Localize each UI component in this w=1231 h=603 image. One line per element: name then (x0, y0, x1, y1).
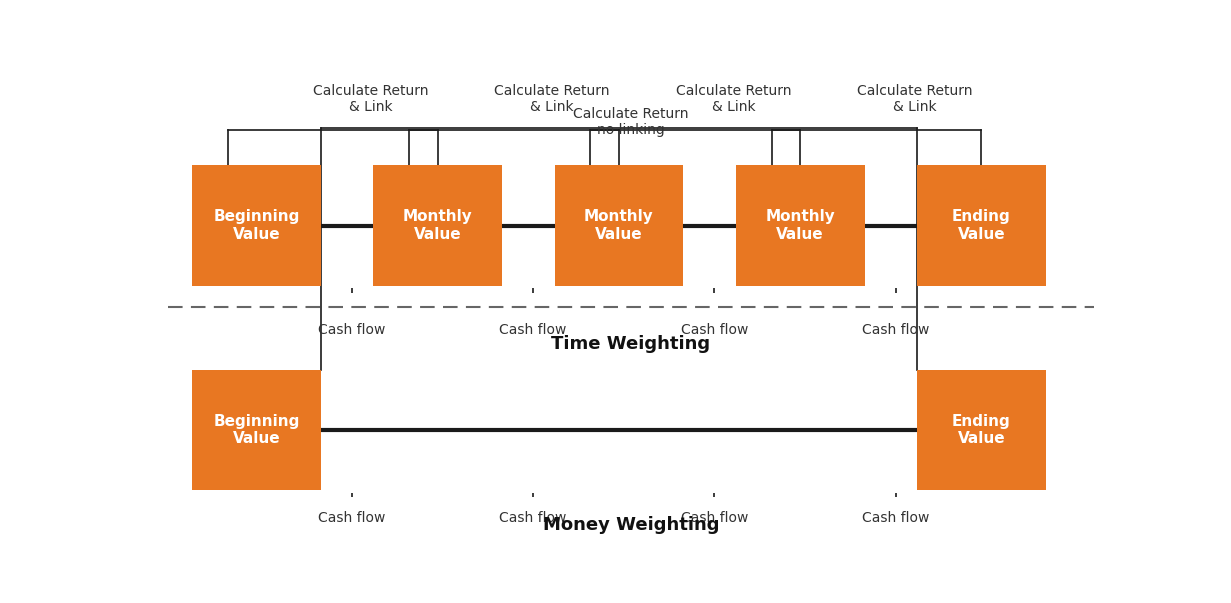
Text: Calculate Return
& Link: Calculate Return & Link (313, 84, 428, 114)
Bar (917, 165, 1046, 286)
Text: Monthly
Value: Monthly Value (403, 209, 473, 242)
Text: Cash flow: Cash flow (500, 323, 566, 337)
Text: Cash flow: Cash flow (681, 323, 748, 337)
Text: Cash flow: Cash flow (862, 511, 929, 525)
Text: Ending
Value: Ending Value (952, 414, 1011, 446)
Text: Calculate Return
& Link: Calculate Return & Link (857, 84, 972, 114)
Text: Cash flow: Cash flow (681, 511, 748, 525)
Bar (736, 165, 864, 286)
Bar (554, 165, 683, 286)
Text: Calculate Return
& Link: Calculate Return & Link (676, 84, 792, 114)
Text: Cash flow: Cash flow (318, 323, 385, 337)
Text: Ending
Value: Ending Value (952, 209, 1011, 242)
Text: Cash flow: Cash flow (318, 511, 385, 525)
Text: Money Weighting: Money Weighting (543, 516, 719, 534)
Bar (192, 165, 321, 286)
Text: Beginning
Value: Beginning Value (213, 209, 299, 242)
Bar (917, 370, 1046, 490)
Text: Time Weighting: Time Weighting (551, 335, 710, 353)
Text: Cash flow: Cash flow (862, 323, 929, 337)
Text: Monthly
Value: Monthly Value (766, 209, 835, 242)
Bar (373, 165, 502, 286)
Text: Calculate Return
no linking: Calculate Return no linking (574, 107, 688, 137)
Text: Cash flow: Cash flow (500, 511, 566, 525)
Text: Calculate Return
& Link: Calculate Return & Link (495, 84, 609, 114)
Text: Beginning
Value: Beginning Value (213, 414, 299, 446)
Bar (192, 370, 321, 490)
Text: Monthly
Value: Monthly Value (583, 209, 654, 242)
